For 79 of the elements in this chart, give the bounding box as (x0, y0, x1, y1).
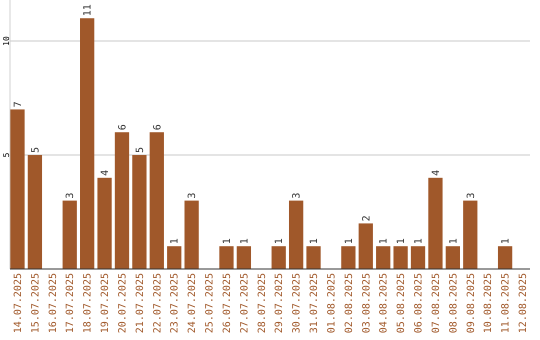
data-label: 1 (448, 238, 460, 244)
x-tick-label: 08.08.2025 (448, 273, 460, 334)
x-tick-label: 27.07.2025 (239, 273, 250, 334)
x-tick-label: 10.08.2025 (483, 273, 494, 334)
bar (10, 109, 25, 269)
x-tick-label: 18.07.2025 (82, 273, 94, 334)
bar (288, 200, 304, 269)
bar (498, 246, 512, 269)
data-label: 1 (309, 238, 320, 244)
bar (376, 246, 390, 269)
data-label: 1 (170, 238, 181, 244)
data-label: 11 (82, 4, 94, 16)
x-tick-label: 03.08.2025 (361, 273, 372, 334)
x-tick-label: 11.08.2025 (500, 273, 512, 334)
data-label: 1 (222, 238, 233, 244)
x-tick-label: 17.07.2025 (65, 273, 76, 334)
bar (114, 132, 130, 269)
bar (410, 246, 426, 269)
data-label: 3 (292, 192, 303, 199)
x-tick-label: 21.07.2025 (134, 273, 146, 334)
x-tick-label: 28.07.2025 (256, 273, 268, 334)
x-tick-label: 26.07.2025 (222, 273, 233, 334)
x-tick-label: 16.07.2025 (48, 273, 59, 334)
data-label: 3 (466, 192, 477, 199)
x-tick-label: 23.07.2025 (170, 273, 181, 334)
x-tick-label: 24.07.2025 (187, 273, 198, 334)
bar (80, 18, 94, 269)
x-tick-label: 04.08.2025 (378, 273, 390, 334)
data-label: 1 (344, 238, 355, 244)
x-tick-label: 22.07.2025 (152, 273, 164, 334)
data-label: 2 (361, 215, 372, 222)
data-label: 6 (117, 124, 128, 130)
bar (236, 246, 252, 269)
data-label: 5 (30, 146, 42, 154)
data-label: 1 (239, 238, 250, 244)
bar (272, 246, 286, 269)
x-tick-label: 15.07.2025 (30, 273, 42, 334)
data-label: 4 (430, 170, 442, 176)
x-tick-label: 25.07.2025 (204, 273, 216, 334)
bar (62, 200, 77, 269)
bar (428, 178, 443, 269)
data-label: 5 (134, 146, 146, 154)
x-tick-label: 05.08.2025 (396, 273, 408, 334)
data-label: 3 (187, 192, 198, 199)
data-label: 3 (65, 192, 76, 199)
data-label: 1 (274, 238, 286, 244)
x-tick-label: 20.07.2025 (117, 273, 128, 334)
bar (463, 200, 478, 269)
x-tick-label: 29.07.2025 (274, 273, 286, 334)
x-tick-label: 30.07.2025 (292, 273, 303, 334)
bar (341, 246, 356, 269)
bar (97, 178, 112, 269)
x-tick-label: 12.08.2025 (518, 273, 530, 334)
bar (167, 246, 182, 269)
x-tick-label: 01.08.2025 (326, 273, 338, 334)
bar (358, 223, 373, 269)
data-label: 1 (414, 238, 425, 244)
x-tick-label: 14.07.2025 (12, 273, 24, 334)
bar (28, 155, 42, 269)
bar (150, 132, 164, 269)
bar (219, 246, 234, 269)
bar (132, 155, 147, 269)
data-label: 7 (12, 101, 24, 108)
bar (446, 246, 460, 269)
data-label: 1 (378, 238, 390, 244)
x-tick-label: 09.08.2025 (466, 273, 477, 334)
bar (393, 246, 408, 269)
data-label: 6 (152, 124, 164, 130)
x-tick-label: 19.07.2025 (100, 273, 112, 334)
bar (306, 246, 321, 269)
x-tick-label: 06.08.2025 (414, 273, 425, 334)
y-tick-label: 10 (2, 36, 11, 46)
x-tick-label: 02.08.2025 (344, 273, 355, 334)
x-tick-label: 07.08.2025 (430, 273, 442, 334)
data-label: 1 (396, 238, 408, 244)
data-label: 1 (500, 238, 512, 244)
x-tick-label: 31.07.2025 (309, 273, 320, 334)
bar (184, 200, 199, 269)
data-label: 4 (100, 170, 112, 176)
